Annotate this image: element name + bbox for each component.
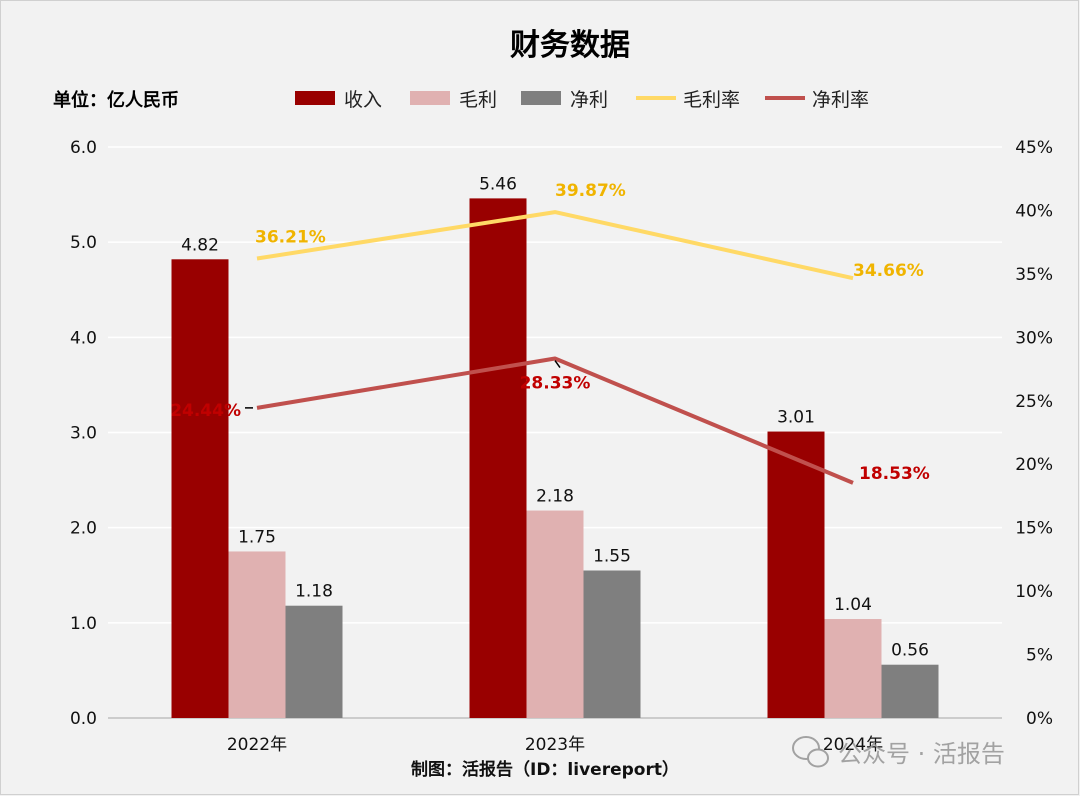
right-tick-label: 40% bbox=[1015, 201, 1053, 221]
bar-value-label: 0.56 bbox=[891, 641, 929, 661]
legend-label: 毛利率 bbox=[683, 89, 740, 111]
bar bbox=[767, 431, 825, 718]
legend-label: 收入 bbox=[344, 89, 382, 111]
bar-value-label: 2.18 bbox=[536, 487, 574, 507]
bar bbox=[285, 605, 343, 718]
left-tick-label: 4.0 bbox=[70, 328, 97, 348]
left-tick-label: 2.0 bbox=[70, 519, 97, 539]
line-value-label: 24.44% bbox=[170, 401, 241, 421]
line-series-path bbox=[256, 210, 854, 281]
left-tick-label: 5.0 bbox=[70, 233, 97, 253]
right-tick-label: 30% bbox=[1015, 328, 1053, 348]
legend-swatch bbox=[521, 91, 561, 105]
bar-series bbox=[171, 198, 939, 718]
leader-line bbox=[554, 360, 561, 368]
bar bbox=[469, 198, 527, 718]
left-axis-ticks: 0.0 1.0 2.0 3.0 4.0 5.0 6.0 bbox=[70, 138, 97, 729]
credit-text: 制图：活报告（ID：livereport） bbox=[411, 759, 679, 780]
bar-value-label: 4.82 bbox=[181, 235, 219, 255]
line-value-label: 39.87% bbox=[555, 181, 626, 201]
bar bbox=[824, 619, 882, 718]
right-tick-label: 35% bbox=[1015, 265, 1053, 285]
category-label: 2024年 bbox=[823, 735, 883, 755]
legend: 收入 毛利 净利 毛利率 净利率 bbox=[295, 89, 869, 111]
right-tick-label: 0% bbox=[1026, 709, 1053, 729]
right-axis-ticks: 0% 5% 10% 15% 20% 25% 30% 35% 40% 45% bbox=[1015, 138, 1053, 729]
line-value-label: 28.33% bbox=[520, 374, 591, 394]
line-series bbox=[245, 210, 854, 485]
legend-swatch bbox=[410, 91, 450, 105]
bar bbox=[228, 551, 286, 718]
legend-label: 净利 bbox=[570, 89, 608, 111]
legend-label: 净利率 bbox=[812, 89, 869, 111]
right-tick-label: 5% bbox=[1026, 646, 1053, 666]
bar-value-label: 1.75 bbox=[238, 527, 276, 547]
right-tick-label: 15% bbox=[1015, 519, 1053, 539]
left-tick-label: 3.0 bbox=[70, 424, 97, 444]
right-tick-label: 25% bbox=[1015, 392, 1053, 412]
category-label: 2023年 bbox=[525, 735, 585, 755]
bar-value-label: 1.04 bbox=[834, 595, 872, 615]
wechat-icon bbox=[792, 736, 829, 768]
line-value-label: 36.21% bbox=[255, 228, 326, 248]
right-tick-label: 20% bbox=[1015, 455, 1053, 475]
left-tick-label: 0.0 bbox=[70, 709, 97, 729]
line-value-label: 34.66% bbox=[853, 261, 924, 281]
category-labels: 2022年 2023年 2024年 bbox=[227, 735, 883, 755]
bar bbox=[526, 510, 584, 718]
line-value-label: 18.53% bbox=[859, 464, 930, 484]
bar-value-label: 3.01 bbox=[777, 408, 815, 428]
line-series-path bbox=[256, 356, 854, 485]
data-labels: 4.82 5.46 3.01 1.75 2.18 1.04 1.18 1.55 0.56 36.2… bbox=[170, 174, 930, 660]
right-tick-label: 45% bbox=[1015, 138, 1053, 158]
watermark-text: 公众号 · 活报告 bbox=[838, 740, 1005, 768]
unit-label: 单位：亿人民币 bbox=[53, 89, 179, 111]
left-tick-label: 1.0 bbox=[70, 614, 97, 634]
legend-swatch bbox=[295, 91, 335, 105]
legend-label: 毛利 bbox=[459, 89, 497, 111]
chart-title: 财务数据 bbox=[510, 28, 630, 63]
bar-value-label: 1.55 bbox=[593, 546, 631, 566]
bar-value-label: 5.46 bbox=[479, 174, 517, 194]
category-label: 2022年 bbox=[227, 735, 287, 755]
bar-value-label: 1.18 bbox=[295, 582, 333, 602]
right-tick-label: 10% bbox=[1015, 582, 1053, 602]
bar bbox=[171, 259, 229, 718]
bar bbox=[583, 570, 641, 718]
watermark: 公众号 · 活报告 bbox=[792, 736, 1005, 768]
bar bbox=[881, 664, 939, 718]
left-tick-label: 6.0 bbox=[70, 138, 97, 158]
